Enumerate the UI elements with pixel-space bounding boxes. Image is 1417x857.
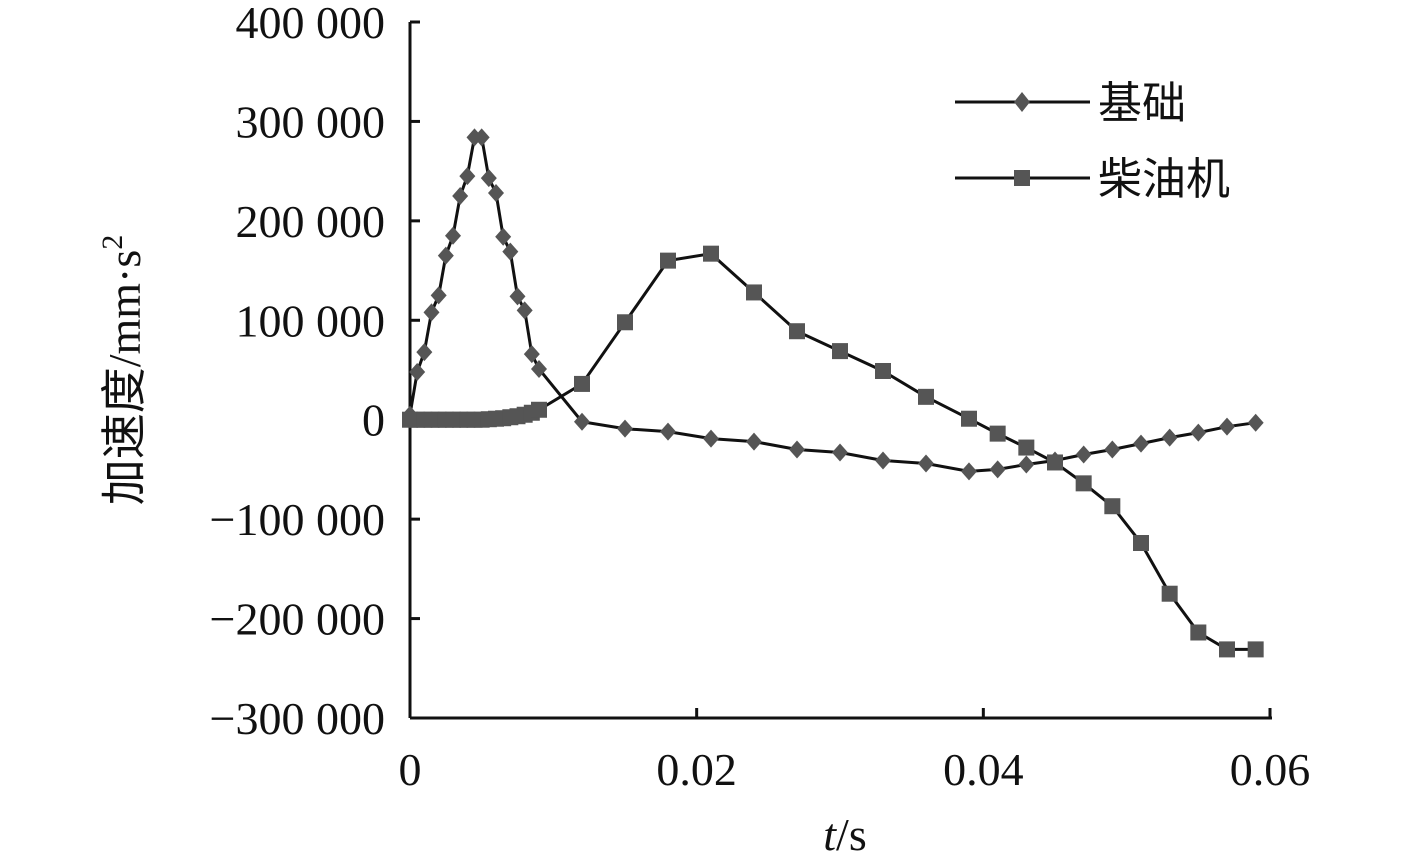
data-point-diamond [1075, 445, 1092, 464]
data-point-diamond [452, 187, 469, 205]
y-tick-label: 200 000 [236, 196, 386, 247]
legend-marker-diamond [1014, 92, 1030, 112]
legend: 基础 柴油机 [955, 78, 1230, 205]
data-point-square [1104, 498, 1121, 515]
y-tick-label: 300 000 [236, 96, 386, 147]
data-point-diamond [495, 227, 512, 246]
x-tick-label: 0.02 [656, 744, 737, 795]
y-ticks: 400 000 300 000 200 000 100 000 0 −100 000 −20… [210, 0, 420, 744]
data-point-square [1133, 535, 1149, 552]
x-axis-title-unit: /s [836, 809, 867, 857]
data-point-square [1075, 475, 1092, 492]
data-point-square [989, 425, 1006, 442]
x-tick-label: 0 [399, 744, 422, 795]
data-point-square [918, 388, 934, 405]
y-axis-title: 加速度/mm·s2 [96, 235, 150, 506]
data-point-square [789, 323, 805, 340]
data-point-diamond [746, 432, 762, 451]
data-point-diamond [488, 184, 504, 203]
data-point-square [746, 284, 762, 301]
data-point-diamond [502, 242, 519, 261]
data-point-diamond [617, 419, 633, 438]
data-point-square [1247, 641, 1264, 658]
y-tick-label: 0 [362, 395, 385, 446]
data-point-diamond [832, 443, 848, 462]
y-axis-title-superscript: 2 [96, 235, 129, 250]
data-point-diamond [459, 167, 476, 186]
x-axis-title: t/s [823, 809, 866, 857]
data-point-square [617, 314, 633, 331]
data-point-diamond [1219, 417, 1235, 436]
data-point-diamond [473, 128, 490, 147]
data-point-diamond [789, 440, 805, 459]
y-axis-title-main: 加速度/mm·s [99, 250, 150, 506]
data-point-square [1018, 439, 1035, 456]
legend-item-diesel-engine: 柴油机 [955, 154, 1230, 205]
data-point-diamond [660, 422, 676, 441]
data-point-diamond [961, 462, 977, 481]
legend-item-foundation: 基础 [955, 78, 1186, 129]
data-point-diamond [445, 226, 461, 245]
x-ticks: 0 0.02 0.04 0.06 [399, 708, 1311, 795]
data-point-diamond [509, 287, 526, 306]
data-point-diamond [437, 246, 454, 265]
data-point-diamond [1133, 434, 1149, 453]
data-point-diamond [1161, 428, 1178, 447]
data-point-diamond [703, 429, 719, 448]
data-point-diamond [1018, 455, 1035, 474]
data-point-diamond [875, 451, 891, 470]
y-tick-label: 100 000 [236, 295, 386, 346]
data-point-diamond [1190, 423, 1207, 442]
legend-label-diesel-engine: 柴油机 [1098, 154, 1230, 205]
data-point-diamond [989, 460, 1006, 479]
data-point-diamond [409, 362, 426, 381]
data-point-square [660, 252, 676, 269]
series-diesel-engine [402, 245, 1264, 658]
data-point-square [703, 245, 719, 262]
axes: 400 000 300 000 200 000 100 000 0 −100 000 −20… [210, 0, 1311, 795]
data-point-diamond [516, 301, 533, 320]
y-tick-label: −100 000 [210, 494, 385, 545]
data-point-diamond [531, 360, 547, 379]
legend-marker-square [1014, 170, 1030, 186]
data-point-diamond [523, 345, 540, 364]
data-point-square [1161, 585, 1178, 602]
x-tick-label: 0.06 [1230, 744, 1311, 795]
data-point-diamond [1104, 440, 1121, 459]
data-point-square [961, 410, 977, 427]
data-point-square [1190, 624, 1207, 641]
y-tick-label: 400 000 [236, 0, 386, 48]
data-point-diamond [918, 454, 934, 473]
series-layer [402, 128, 1264, 658]
data-point-diamond [480, 169, 497, 188]
data-point-diamond [423, 303, 440, 322]
data-point-diamond [416, 343, 433, 362]
y-tick-label: −200 000 [210, 594, 385, 645]
data-point-square [531, 401, 547, 418]
data-point-diamond [574, 412, 590, 431]
data-point-square [574, 375, 590, 392]
data-point-square [1219, 641, 1235, 658]
data-point-square [1047, 454, 1063, 471]
legend-label-foundation: 基础 [1098, 78, 1186, 129]
x-axis-title-italic: t [823, 809, 837, 857]
y-tick-label: −300 000 [210, 693, 385, 744]
x-tick-label: 0.04 [943, 744, 1024, 795]
data-point-square [832, 343, 848, 360]
data-point-diamond [1247, 413, 1264, 432]
data-point-square [875, 362, 891, 379]
data-point-diamond [430, 286, 447, 305]
series-foundation [402, 128, 1264, 481]
